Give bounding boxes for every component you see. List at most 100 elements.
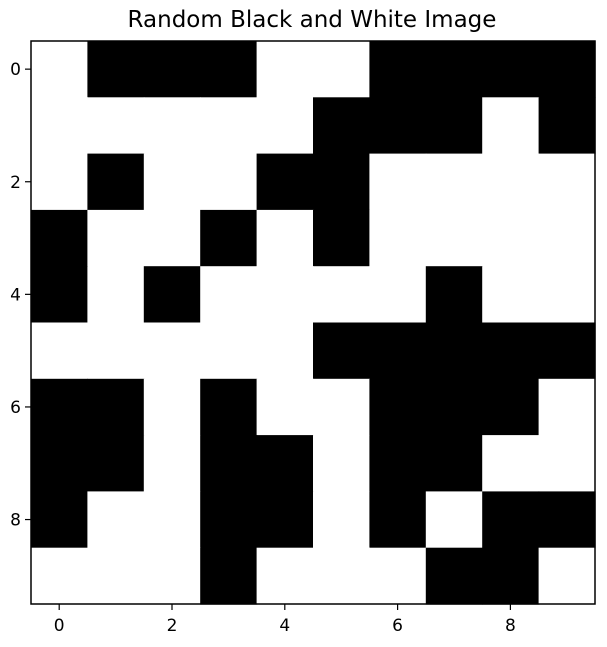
x-axis: 0 2 4 6 8 [54, 604, 516, 636]
heatmap-cell-r6-c8 [482, 378, 540, 436]
heatmap-cell-r3-c8 [482, 209, 540, 267]
heatmap-cell-r6-c2 [143, 378, 201, 436]
heatmap-cell-r4-c3 [200, 266, 258, 324]
heatmap-cell-r9-c9 [538, 547, 596, 605]
heatmap-cell-r0-c0 [31, 41, 88, 98]
heatmap-cell-r4-c8 [482, 266, 540, 324]
heatmap-cell-r0-c1 [87, 41, 145, 98]
plot-frame [30, 40, 596, 605]
heatmap-cell-r1-c5 [313, 97, 370, 155]
cell-grid [31, 41, 596, 605]
heatmap-cell-r4-c0 [31, 266, 88, 324]
heatmap-cell-r8-c5 [313, 491, 370, 549]
heatmap-cell-r0-c3 [200, 41, 258, 98]
heatmap-cell-r2-c8 [482, 153, 540, 211]
heatmap-cell-r7-c4 [256, 435, 314, 492]
heatmap-cell-r4-c4 [256, 266, 314, 324]
chart-title: Random Black and White Image [128, 7, 497, 33]
heatmap-cell-r4-c6 [369, 266, 427, 324]
heatmap-cell-r3-c0 [31, 209, 88, 267]
heatmap-cell-r3-c6 [369, 209, 427, 267]
y-tick-label: 2 [10, 173, 21, 193]
x-tick-label: 4 [279, 616, 290, 636]
heatmap-cell-r9-c4 [256, 547, 314, 605]
heatmap-cell-r9-c1 [87, 547, 145, 605]
heatmap-cell-r9-c5 [313, 547, 370, 605]
heatmap-cell-r3-c1 [87, 209, 145, 267]
heatmap-cell-r1-c2 [143, 97, 201, 155]
heatmap-cell-r4-c1 [87, 266, 145, 324]
heatmap-cell-r3-c2 [143, 209, 201, 267]
heatmap-cell-r2-c3 [200, 153, 258, 211]
heatmap-cell-r2-c9 [538, 153, 596, 211]
heatmap-cell-r2-c0 [31, 153, 88, 211]
heatmap-cell-r0-c4 [256, 41, 314, 98]
heatmap-cell-r8-c0 [31, 491, 88, 549]
heatmap-cell-r7-c5 [313, 435, 370, 492]
y-tick-label: 4 [10, 285, 21, 305]
heatmap-cell-r0-c8 [482, 41, 540, 98]
heatmap-cell-r5-c5 [313, 322, 370, 380]
heatmap-cell-r6-c1 [87, 378, 145, 436]
x-tick-label: 8 [505, 616, 516, 636]
heatmap-cell-r1-c1 [87, 97, 145, 155]
heatmap-cell-r9-c2 [143, 547, 201, 605]
heatmap-cell-r0-c5 [313, 41, 370, 98]
heatmap-cell-r6-c0 [31, 378, 88, 436]
heatmap-cell-r4-c2 [143, 266, 201, 324]
heatmap-cell-r9-c8 [482, 547, 540, 605]
heatmap-cell-r2-c6 [369, 153, 427, 211]
heatmap-cell-r1-c0 [31, 97, 88, 155]
y-tick-label: 6 [10, 398, 21, 418]
heatmap-cell-r7-c1 [87, 435, 145, 492]
heatmap-cell-r9-c7 [425, 547, 483, 605]
heatmap-cell-r3-c5 [313, 209, 370, 267]
x-tick-label: 6 [392, 616, 403, 636]
heatmap-cell-r6-c5 [313, 378, 370, 436]
heatmap-cell-r1-c9 [538, 97, 596, 155]
heatmap-cell-r7-c6 [369, 435, 427, 492]
heatmap-cell-r7-c0 [31, 435, 88, 492]
heatmap-cell-r0-c9 [538, 41, 596, 98]
heatmap-cell-r5-c4 [256, 322, 314, 380]
heatmap-cell-r2-c1 [87, 153, 145, 211]
heatmap-cell-r9-c6 [369, 547, 427, 605]
heatmap-cell-r7-c9 [538, 435, 596, 492]
heatmap-cell-r4-c5 [313, 266, 370, 324]
y-tick-label: 8 [10, 511, 21, 531]
heatmap-cell-r0-c2 [143, 41, 201, 98]
heatmap-cell-r2-c7 [425, 153, 483, 211]
heatmap-cell-r7-c3 [200, 435, 258, 492]
heatmap-cell-r5-c7 [425, 322, 483, 380]
heatmap-cell-r5-c8 [482, 322, 540, 380]
heatmap-cell-r9-c3 [200, 547, 258, 605]
heatmap-cell-r4-c9 [538, 266, 596, 324]
heatmap-cell-r4-c7 [425, 266, 483, 324]
heatmap-cell-r1-c4 [256, 97, 314, 155]
heatmap-cell-r8-c2 [143, 491, 201, 549]
heatmap-cell-r5-c3 [200, 322, 258, 380]
heatmap-cell-r1-c8 [482, 97, 540, 155]
heatmap-cell-r5-c9 [538, 322, 596, 380]
heatmap-cell-r2-c5 [313, 153, 370, 211]
heatmap-cell-r3-c9 [538, 209, 596, 267]
heatmap-cell-r1-c6 [369, 97, 427, 155]
heatmap-cell-r3-c4 [256, 209, 314, 267]
heatmap-cell-r6-c9 [538, 378, 596, 436]
y-tick-label: 0 [10, 60, 21, 80]
heatmap-cell-r7-c8 [482, 435, 540, 492]
x-tick-label: 2 [167, 616, 178, 636]
heatmap-cell-r1-c7 [425, 97, 483, 155]
heatmap-cell-r5-c1 [87, 322, 145, 380]
heatmap-cell-r7-c7 [425, 435, 483, 492]
heatmap-cell-r3-c7 [425, 209, 483, 267]
heatmap-cell-r0-c7 [425, 41, 483, 98]
heatmap-cell-r8-c1 [87, 491, 145, 549]
heatmap-cell-r6-c6 [369, 378, 427, 436]
y-axis: 0 2 4 6 8 [10, 60, 31, 531]
heatmap-cell-r2-c4 [256, 153, 314, 211]
heatmap-cell-r1-c3 [200, 97, 258, 155]
heatmap-cell-r8-c4 [256, 491, 314, 549]
heatmap-cell-r5-c2 [143, 322, 201, 380]
heatmap-cell-r7-c2 [143, 435, 201, 492]
